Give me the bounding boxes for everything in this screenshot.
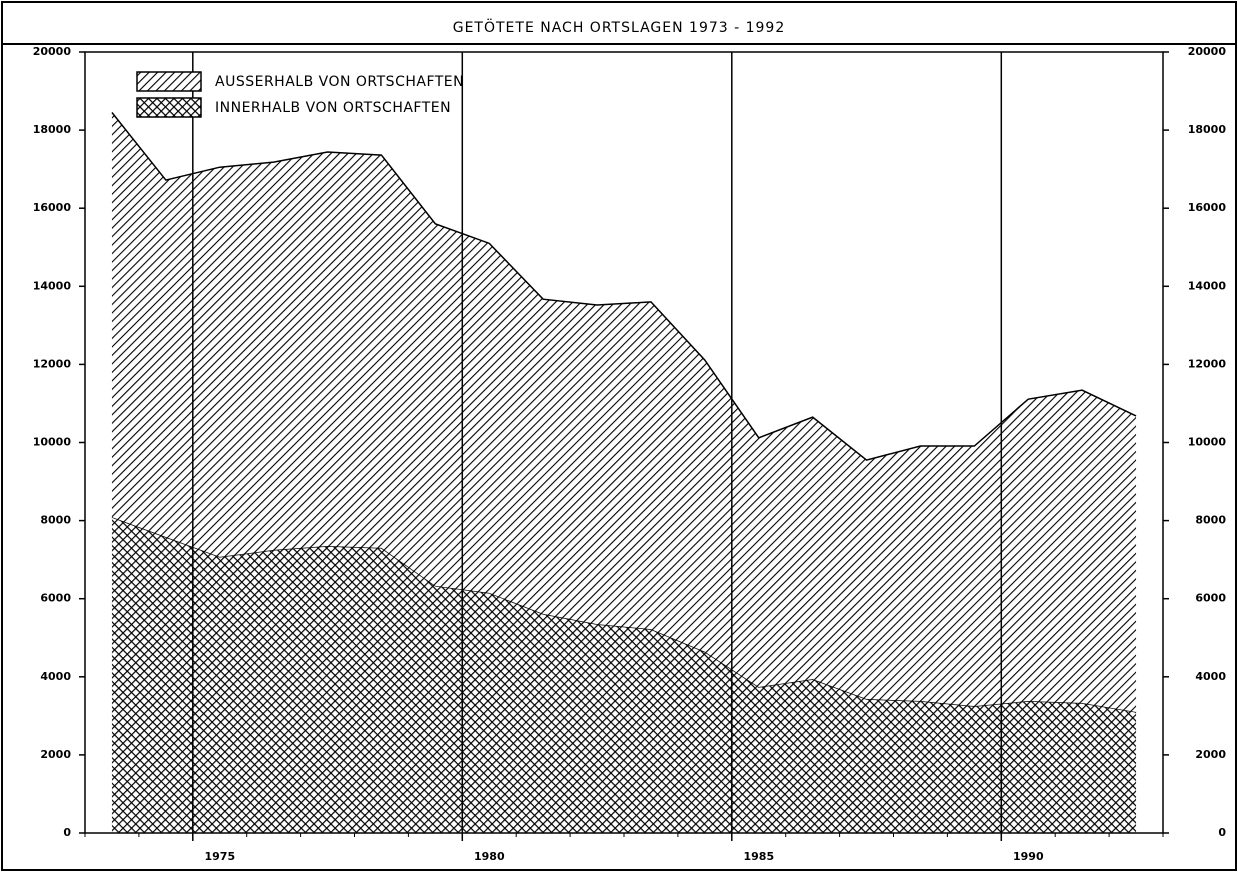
y-tick-label: 6000 [40,592,71,605]
y2-tick-label: 0 [1218,826,1226,839]
y-tick-label: 2000 [40,748,71,761]
y-tick-label: 16000 [33,201,72,214]
y-tick-label: 12000 [33,357,72,370]
y-tick-label: 18000 [33,123,72,136]
area-line [111,516,1137,713]
area-fill [111,112,1137,712]
chart-title: GETÖTETE NACH ORTSLAGEN 1973 - 1992 [453,18,786,36]
y-tick-label: 14000 [33,279,72,292]
y2-tick-label: 14000 [1188,279,1227,292]
y2-tick-label: 18000 [1188,123,1227,136]
y2-tick-label: 16000 [1188,201,1227,214]
x-tick-label: 1990 [1013,850,1044,863]
y-tick-label: 4000 [40,670,71,683]
legend-swatch [136,71,202,92]
y2-tick-label: 6000 [1195,592,1226,605]
area-line [111,112,1137,461]
y2-tick-label: 8000 [1195,514,1226,527]
x-tick-label: 1980 [474,850,505,863]
y2-tick-label: 20000 [1188,45,1227,58]
y2-tick-label: 12000 [1188,357,1227,370]
y-tick-label: 10000 [33,436,72,449]
legend-label: INNERHALB VON ORTSCHAFTEN [215,100,451,116]
area-fill [111,517,1137,833]
x-tick-label: 1975 [204,850,235,863]
y2-tick-label: 4000 [1195,670,1226,683]
y-tick-label: 20000 [33,45,72,58]
y2-tick-label: 10000 [1188,436,1227,449]
y2-tick-label: 2000 [1195,748,1226,761]
x-tick-label: 1985 [743,850,774,863]
legend-swatch [136,97,202,118]
y-tick-label: 0 [63,826,71,839]
y-tick-label: 8000 [40,514,71,527]
legend-label: AUSSERHALB VON ORTSCHAFTEN [215,74,464,90]
